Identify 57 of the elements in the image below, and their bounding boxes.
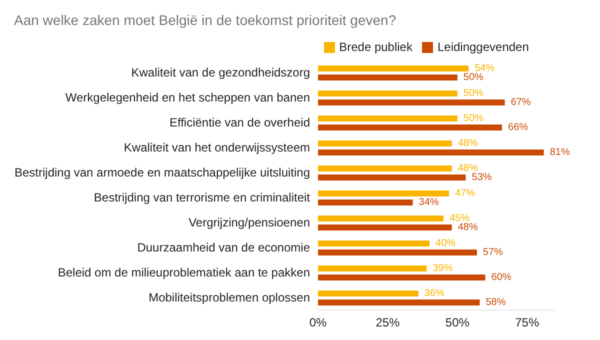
text: Aan welke zaken moet België in de toekomst prioriteit geven? [14, 12, 396, 28]
data-label: 34% [418, 197, 439, 208]
bar [318, 140, 452, 146]
data-label: 48% [458, 222, 478, 233]
bar [318, 166, 452, 172]
bar [318, 224, 452, 230]
y-tick-label: Bestrijding van armoede en maatschappelijke uitsluiting [14, 166, 310, 180]
data-label: 57% [482, 247, 504, 258]
bar [318, 290, 418, 296]
data-label: 66% [508, 122, 528, 133]
y-tick-label: Bestrijding van terrorisme en criminaliteit [94, 190, 311, 204]
bar [318, 174, 466, 180]
y-tick-label: Werkgelegenheid en het scheppen van banen [65, 90, 310, 104]
data-label: 48% [458, 163, 478, 174]
data-label: 81% [550, 147, 570, 158]
data-label: 50% [463, 72, 484, 83]
data-label: 36% [424, 288, 444, 299]
bar [318, 74, 458, 80]
bar [318, 200, 413, 206]
y-tick-label: Kwaliteit van de gezondheidszorg [131, 66, 310, 80]
bar [318, 190, 450, 196]
data-label: 54% [474, 63, 495, 74]
bar [318, 66, 469, 72]
data-label: 53% [472, 172, 492, 183]
x-tick-label: 50% [445, 316, 470, 330]
bar [318, 240, 430, 246]
data-label: 58% [486, 297, 506, 308]
bar [318, 266, 427, 272]
y-tick-label: Beleid om de milieuproblematiek aan te pakken [58, 266, 310, 280]
bar [318, 124, 502, 130]
data-label: 45% [449, 213, 470, 224]
bar [318, 300, 480, 306]
data-label: 48% [458, 138, 478, 149]
data-label: 50% [463, 113, 484, 124]
data-label: 40% [436, 238, 456, 249]
y-tick-label: Kwaliteit van het onderwijssysteem [124, 140, 310, 154]
bar [318, 250, 477, 256]
legend-label: Brede publiek [339, 40, 412, 54]
x-tick-label: 0% [309, 316, 327, 330]
bar [318, 90, 458, 96]
y-tick-label: Duurzaamheid van de economie [137, 240, 310, 254]
y-tick-label: Mobiliteitsproblemen oplossen [148, 290, 310, 304]
x-tick-label: 25% [376, 316, 400, 330]
y-tick-label: Vergrijzing/pensioenen [188, 216, 310, 230]
data-label: 67% [510, 97, 531, 108]
y-tick-label: Efficiëntie van de overheid [169, 116, 310, 130]
bar [318, 274, 486, 280]
data-label: 39% [432, 263, 453, 274]
bar [318, 100, 505, 106]
bar [318, 116, 458, 122]
x-tick-label: 75% [515, 316, 540, 330]
data-label: 47% [455, 188, 476, 199]
bar [318, 216, 444, 222]
data-label: 50% [463, 88, 484, 99]
legend-label: Leidinggevenden [437, 40, 529, 54]
data-label: 60% [491, 272, 512, 283]
bar [318, 150, 544, 156]
